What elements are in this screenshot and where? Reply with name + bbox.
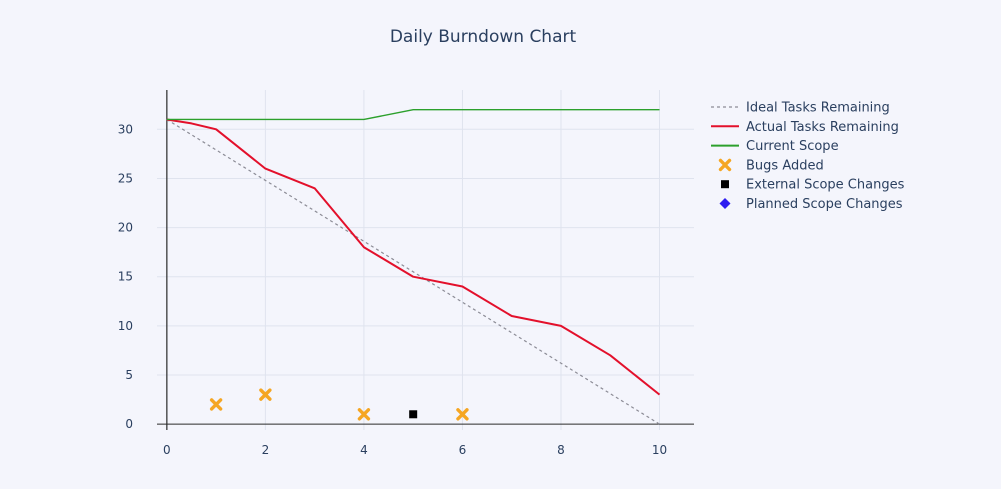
legend-marker-bugs-added xyxy=(718,158,732,172)
x-tick-label-0: 0 xyxy=(163,443,171,457)
point-external-scope-changes-0 xyxy=(409,410,418,419)
series-line-ideal-tasks-remaining xyxy=(166,118,660,425)
legend-label-bugs-added: Bugs Added xyxy=(746,158,824,173)
point-bugs-added-2 xyxy=(357,408,371,421)
chart-title: Daily Burndown Chart xyxy=(390,27,577,47)
x-tick-label-10: 10 xyxy=(652,443,667,457)
legend-label-actual-tasks-remaining: Actual Tasks Remaining xyxy=(746,120,899,135)
legend-marker-bugs-added-stroke-b xyxy=(718,158,732,172)
x-tick-label-6: 6 xyxy=(459,443,467,457)
point-bugs-added-2-stroke-b xyxy=(357,408,371,421)
axis-layer: 0 5 10 15 20 25 30 0 2 4 6 8 10 xyxy=(118,90,694,457)
legend-label-current-scope: Current Scope xyxy=(746,139,839,154)
point-bugs-added-1 xyxy=(259,388,272,401)
legend-item-actual-tasks-remaining[interactable]: Actual Tasks Remaining xyxy=(711,120,899,135)
series-line-current-scope xyxy=(166,108,660,121)
y-tick-label-10: 10 xyxy=(118,319,133,333)
y-tick-label-20: 20 xyxy=(118,221,133,235)
legend-label-ideal-tasks-remaining: Ideal Tasks Remaining xyxy=(746,101,890,116)
x-tick-label-2: 2 xyxy=(262,443,270,457)
legend-item-bugs-added[interactable]: Bugs Added xyxy=(718,158,824,173)
point-bugs-added-3 xyxy=(456,408,469,421)
x-tick-label-4: 4 xyxy=(360,443,368,457)
y-tick-label-30: 30 xyxy=(118,122,133,136)
legend-item-planned-scope-changes[interactable]: Planned Scope Changes xyxy=(719,197,903,212)
legend-item-current-scope[interactable]: Current Scope xyxy=(711,139,839,154)
grid-layer xyxy=(157,90,694,430)
legend[interactable]: Ideal Tasks Remaining Actual Tasks Remain… xyxy=(711,101,905,213)
point-bugs-added-0-stroke-b xyxy=(209,398,223,411)
point-bugs-added-3-stroke-b xyxy=(456,408,469,421)
point-bugs-added-0 xyxy=(209,398,223,411)
series-line-actual-tasks-remaining xyxy=(166,118,661,396)
legend-marker-planned-scope-changes xyxy=(719,198,731,209)
y-tick-label-25: 25 xyxy=(118,171,133,185)
x-tick-label-8: 8 xyxy=(557,443,565,457)
y-tick-label-15: 15 xyxy=(118,270,133,284)
legend-marker-external-scope-changes xyxy=(721,180,729,189)
legend-label-planned-scope-changes: Planned Scope Changes xyxy=(746,197,903,212)
y-tick-label-0: 0 xyxy=(125,417,133,431)
point-bugs-added-1-stroke-b xyxy=(259,388,272,401)
legend-item-ideal-tasks-remaining[interactable]: Ideal Tasks Remaining xyxy=(711,101,890,116)
series-layer xyxy=(166,108,661,425)
y-tick-label-5: 5 xyxy=(125,368,133,382)
legend-item-external-scope-changes[interactable]: External Scope Changes xyxy=(721,178,905,193)
legend-label-external-scope-changes: External Scope Changes xyxy=(746,178,905,193)
